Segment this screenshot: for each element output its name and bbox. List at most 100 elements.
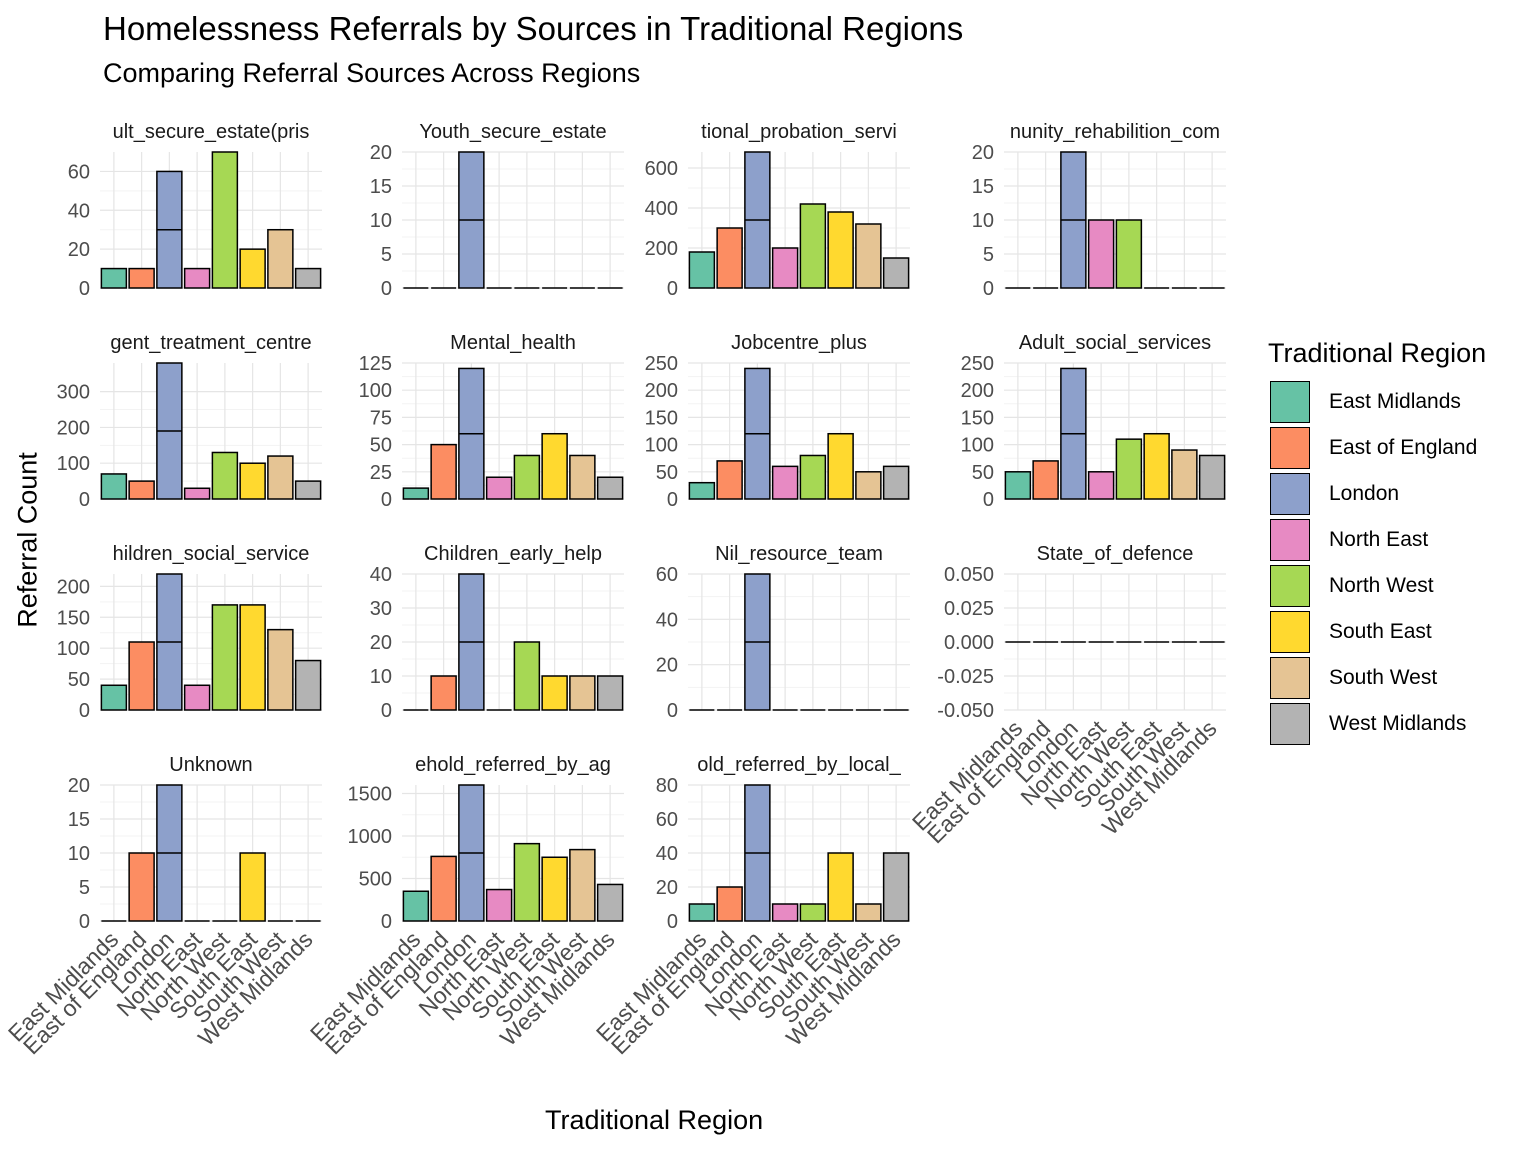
y-tick-label: 300 (57, 382, 90, 404)
y-tick-label: 1000 (348, 826, 393, 848)
y-tick-label: 250 (645, 353, 678, 375)
bar (541, 675, 568, 711)
facet-strip-label: gent_treatment_centre (110, 332, 311, 354)
bar (239, 462, 266, 500)
y-tick-label: 0 (381, 700, 392, 722)
facet-panel: Children_early_help 0 10 20 30 40 (370, 543, 624, 722)
bar (513, 641, 541, 711)
bar (267, 455, 294, 500)
bar (294, 480, 322, 500)
legend-item: South West (1268, 655, 1486, 701)
bar (485, 888, 513, 922)
legend-label: North East (1329, 528, 1429, 551)
y-tick-label: 60 (656, 809, 678, 831)
facet-strip-label: Adult_social_services (1019, 332, 1211, 354)
y-tick-label: 500 (359, 869, 392, 891)
y-tick-label: 100 (57, 453, 90, 475)
bar (183, 684, 211, 711)
bar (569, 454, 596, 500)
y-tick-label: 600 (645, 158, 678, 180)
bar (430, 675, 457, 711)
chart-subtitle: Comparing Referral Sources Across Region… (103, 58, 641, 88)
facet-strip-label: Jobcentre_plus (731, 332, 867, 354)
y-tick-label: 100 (57, 638, 90, 660)
facet-panel: hildren_social_service 0 50 100 150 200 (57, 543, 322, 722)
bar (882, 852, 910, 922)
y-tick-label: 20 (370, 142, 392, 164)
y-tick-label: 0 (667, 278, 678, 300)
bar (100, 473, 128, 500)
y-tick-label: 20 (972, 142, 994, 164)
legend-title: Traditional Region (1268, 338, 1487, 368)
bar (267, 228, 294, 289)
bar (1004, 471, 1032, 500)
bar (541, 432, 568, 500)
bar (239, 248, 266, 289)
facet-panel: gent_treatment_centre 0 100 200 300 (57, 332, 322, 511)
facet-strip-label: old_referred_by_local_ (697, 754, 901, 776)
chart-title: Homelessness Referrals by Sources in Tra… (103, 10, 964, 47)
y-tick-label: 60 (656, 564, 678, 586)
legend-items: East Midlands East of England London North … (1268, 379, 1486, 747)
bar (430, 855, 457, 922)
bar (128, 267, 155, 289)
legend-key (1270, 657, 1310, 699)
bar (1115, 219, 1143, 289)
y-tick-label: 80 (656, 775, 678, 797)
legend-label: South East (1329, 620, 1432, 643)
bar (596, 675, 624, 711)
y-tick-label: 10 (972, 210, 994, 232)
legend-item: South East (1268, 609, 1486, 655)
y-tick-label: 400 (645, 198, 678, 220)
y-tick-label: 0 (79, 911, 90, 933)
bar (239, 852, 266, 922)
bar (1087, 219, 1115, 289)
bar (1032, 460, 1059, 500)
bar (100, 684, 128, 711)
facet-panel: Nil_resource_team 0 20 40 60 (656, 543, 910, 722)
facet-strip-label: ehold_referred_by_ag (415, 754, 611, 776)
bar (569, 675, 596, 711)
legend-item: West Midlands (1268, 701, 1486, 747)
legend: Traditional Region East Midlands East of … (1268, 338, 1486, 747)
y-tick-label: 5 (983, 244, 994, 266)
bar (855, 903, 882, 922)
bar (688, 251, 716, 289)
facet-strip-label: hildren_social_service (113, 543, 310, 565)
y-tick-label: 0 (381, 278, 392, 300)
y-tick-label: 20 (656, 655, 678, 677)
bar (799, 454, 827, 500)
bar (211, 451, 239, 500)
facet-panel: Jobcentre_plus 0 50 100 150 200 250 (645, 332, 910, 511)
y-tick-label: 5 (79, 877, 90, 899)
y-tick-label: 0.000 (944, 632, 994, 654)
bar (402, 487, 430, 500)
bar (100, 267, 128, 289)
facet-panel: tional_probation_servi 0 200 400 600 (645, 121, 910, 300)
facet-strip-label: Nil_resource_team (715, 543, 883, 565)
y-tick-label: 50 (68, 669, 90, 691)
bar (569, 848, 596, 922)
bar (688, 481, 716, 500)
y-tick-label: 200 (645, 238, 678, 260)
y-tick-label: 40 (370, 564, 392, 586)
bar (513, 842, 541, 922)
legend-key (1270, 427, 1310, 469)
y-tick-label: 0 (667, 700, 678, 722)
bar (882, 465, 910, 500)
y-tick-label: 20 (68, 775, 90, 797)
bar (541, 856, 568, 922)
y-tick-label: 40 (656, 609, 678, 631)
bar (294, 267, 322, 289)
y-tick-label: 100 (359, 380, 392, 402)
legend-label: London (1329, 482, 1400, 505)
y-axis-title: Referral Count (12, 452, 43, 628)
y-tick-label: 60 (68, 161, 90, 183)
bar (183, 487, 211, 500)
y-tick-label: 150 (57, 607, 90, 629)
bar (183, 267, 211, 289)
